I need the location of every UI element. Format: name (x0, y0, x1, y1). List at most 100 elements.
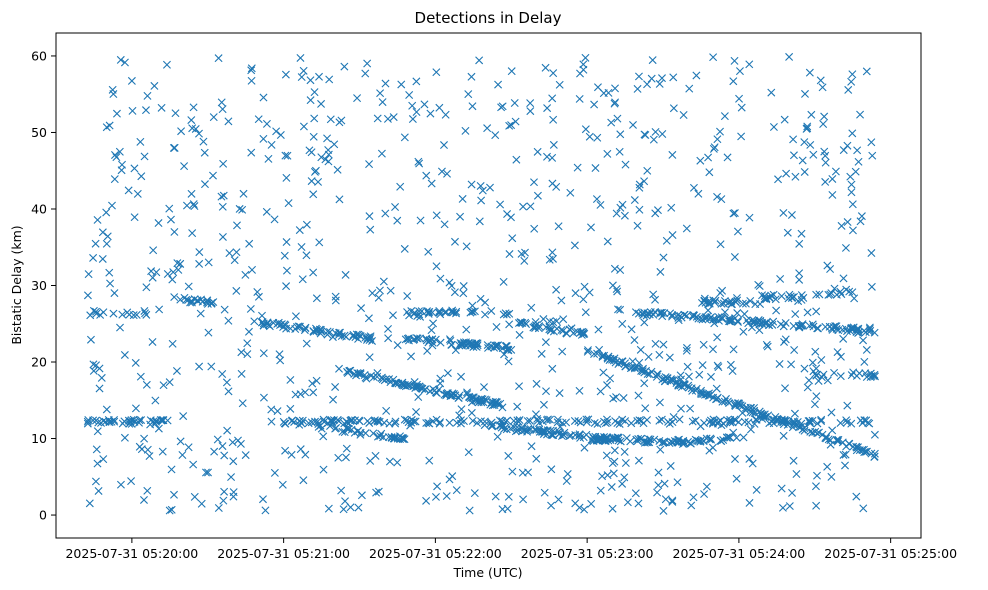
data-point (839, 274, 848, 283)
data-point (603, 149, 612, 158)
data-point (853, 146, 862, 155)
data-point (542, 387, 551, 396)
data-point (182, 295, 191, 304)
data-point (610, 446, 619, 455)
data-point (833, 348, 842, 357)
data-point (257, 318, 266, 327)
data-point (861, 447, 870, 456)
data-point (432, 262, 441, 271)
data-point (740, 417, 749, 426)
data-point (801, 89, 809, 98)
data-point (643, 166, 652, 175)
data-point (333, 416, 342, 424)
data-point (668, 497, 677, 506)
data-point (704, 153, 713, 162)
data-point (224, 316, 233, 325)
data-point (789, 135, 798, 144)
data-point (654, 468, 663, 477)
data-point (581, 308, 590, 317)
data-point (816, 76, 825, 85)
data-point (745, 454, 754, 463)
data-point (415, 159, 424, 168)
data-point (304, 419, 313, 428)
data-point (297, 419, 306, 428)
data-point (426, 109, 435, 118)
data-point (594, 325, 603, 334)
data-point (417, 307, 426, 316)
data-point (127, 76, 136, 85)
data-point (511, 117, 520, 126)
data-point (436, 379, 445, 388)
data-point (603, 418, 612, 427)
data-point (842, 416, 851, 425)
data-point (549, 254, 557, 263)
data-point (117, 166, 126, 175)
data-point (752, 485, 761, 494)
data-point (709, 418, 717, 427)
data-point (127, 477, 136, 486)
data-point (270, 468, 279, 477)
data-point (827, 472, 836, 481)
data-point (680, 381, 689, 390)
data-point (581, 53, 590, 62)
data-point (331, 296, 340, 305)
data-point (412, 77, 421, 86)
data-point (571, 499, 580, 508)
data-point (428, 308, 437, 317)
data-point (530, 178, 538, 187)
data-point (166, 215, 175, 224)
data-point (790, 419, 799, 428)
data-point (641, 131, 650, 140)
data-point (219, 159, 228, 168)
data-point (210, 447, 219, 456)
data-point (777, 292, 786, 301)
data-point (447, 391, 456, 400)
data-point (218, 202, 227, 211)
data-point (354, 503, 363, 512)
data-point (865, 324, 874, 333)
data-point (571, 289, 580, 298)
data-point (802, 124, 811, 133)
data-point (567, 431, 576, 440)
data-point (735, 67, 744, 76)
data-point (435, 419, 444, 428)
data-point (862, 447, 871, 456)
data-point (176, 259, 185, 268)
x-tick-label: 2025-07-31 05:25:00 (824, 546, 957, 561)
data-point (363, 334, 372, 343)
data-point (843, 218, 852, 227)
data-point (424, 308, 433, 317)
data-point (860, 326, 869, 335)
data-point (397, 80, 406, 89)
data-point (129, 311, 138, 320)
data-point (836, 352, 845, 361)
data-point (116, 55, 125, 64)
data-point (813, 471, 821, 480)
data-point (783, 228, 792, 237)
data-point (836, 372, 845, 381)
data-point (844, 85, 853, 94)
data-point (729, 209, 738, 218)
data-point (346, 416, 355, 425)
data-point (309, 190, 318, 199)
data-point (432, 68, 441, 77)
data-point (651, 295, 660, 304)
data-point (319, 415, 328, 424)
data-point (353, 369, 362, 378)
data-point (385, 457, 394, 466)
data-point (779, 418, 788, 427)
data-point (295, 226, 304, 235)
data-point (537, 349, 546, 358)
data-point (356, 430, 365, 439)
data-point (708, 443, 717, 452)
data-point (123, 308, 132, 317)
data-point (585, 132, 594, 141)
data-point (199, 137, 208, 146)
data-point (609, 469, 618, 478)
data-point (590, 418, 599, 427)
data-point (620, 473, 629, 482)
data-point (661, 495, 670, 504)
data-point (162, 60, 171, 69)
data-point (591, 164, 600, 173)
data-point (800, 138, 809, 147)
